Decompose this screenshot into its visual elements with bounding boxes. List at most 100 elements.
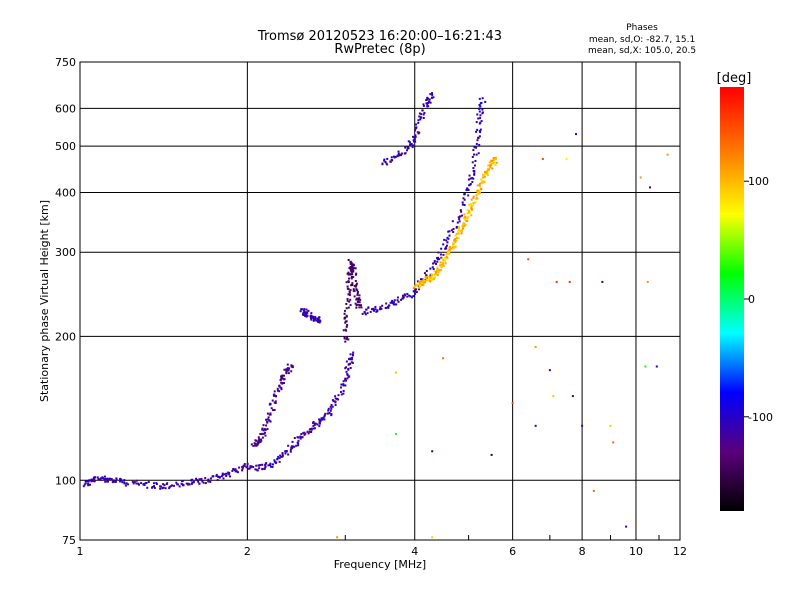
data-point [478, 185, 481, 188]
data-point [481, 97, 484, 100]
data-point [221, 472, 224, 475]
data-point [417, 121, 420, 124]
data-point [400, 154, 403, 157]
data-point [422, 283, 425, 286]
data-point [431, 92, 434, 95]
data-point [427, 101, 430, 104]
data-point [420, 284, 423, 287]
data-point [349, 260, 352, 263]
data-point [460, 229, 463, 232]
data-point [241, 469, 244, 472]
data-point [347, 338, 350, 341]
data-point [348, 363, 351, 366]
data-point [457, 216, 460, 219]
data-point [88, 479, 91, 482]
x-tick-label: 10 [629, 545, 643, 558]
data-point [486, 173, 489, 176]
data-point [185, 482, 188, 485]
data-point [462, 197, 465, 200]
colorbar-ticks: -100 0 100 [744, 175, 773, 424]
data-point [271, 463, 274, 466]
data-point [351, 282, 354, 285]
data-point [279, 454, 282, 457]
grid-lines [80, 62, 680, 540]
data-point [345, 338, 348, 341]
data-point [454, 241, 457, 244]
data-point [209, 480, 212, 483]
data-point [481, 108, 484, 111]
data-point [350, 261, 353, 264]
data-point [241, 467, 244, 470]
data-point [425, 274, 428, 277]
y-tick-label: 100 [55, 474, 76, 487]
data-point [269, 403, 272, 406]
data-point [309, 315, 312, 318]
data-point [225, 474, 228, 477]
data-point [444, 259, 447, 262]
data-point [316, 423, 319, 426]
data-point [96, 476, 99, 479]
colorbar-label: [deg] [717, 71, 752, 86]
data-point [349, 304, 352, 307]
data-point [349, 357, 352, 360]
data-point [423, 282, 426, 285]
data-point [468, 174, 471, 177]
data-point [462, 227, 465, 230]
data-point [323, 415, 326, 418]
data-point [354, 267, 357, 270]
data-point [262, 432, 265, 435]
data-point [290, 445, 293, 448]
data-point [343, 336, 346, 339]
data-point [395, 303, 398, 306]
data-point [190, 482, 193, 485]
data-point [433, 277, 436, 280]
data-point [358, 306, 361, 309]
data-point [429, 276, 432, 279]
data-point [334, 397, 337, 400]
data-point [259, 440, 262, 443]
data-point [488, 161, 491, 164]
data-point [477, 191, 480, 194]
phase-o-stats: mean, sd,O: -82.7, 15.1 [589, 35, 695, 45]
data-point [352, 289, 355, 292]
data-point [492, 158, 495, 161]
noise-point [552, 395, 555, 398]
data-point [163, 484, 166, 487]
data-point [474, 159, 477, 162]
data-point [280, 387, 283, 390]
data-point [478, 184, 481, 187]
data-point [266, 412, 269, 415]
data-point [350, 266, 353, 269]
data-point [416, 131, 419, 134]
data-points [82, 92, 669, 539]
data-point [408, 294, 411, 297]
data-point [186, 483, 189, 486]
data-point [404, 146, 407, 149]
data-point [278, 457, 281, 460]
data-point [354, 285, 357, 288]
data-point [426, 96, 429, 99]
data-point [444, 246, 447, 249]
data-point [169, 485, 172, 488]
data-point [444, 257, 447, 260]
data-point [414, 127, 417, 130]
noise-point [609, 424, 612, 427]
data-point [422, 279, 425, 282]
data-point [165, 483, 168, 486]
data-point [290, 365, 293, 368]
data-point [413, 290, 416, 293]
data-point [296, 436, 299, 439]
data-point [396, 299, 399, 302]
data-point [324, 412, 327, 415]
data-point [287, 372, 290, 375]
data-point [486, 170, 489, 173]
data-point [490, 162, 493, 165]
data-point [146, 486, 149, 489]
data-point [416, 283, 419, 286]
data-point [339, 386, 342, 389]
data-point [431, 274, 434, 277]
data-point [397, 300, 400, 303]
data-point [306, 430, 309, 433]
data-point [318, 316, 321, 319]
data-point [327, 409, 330, 412]
